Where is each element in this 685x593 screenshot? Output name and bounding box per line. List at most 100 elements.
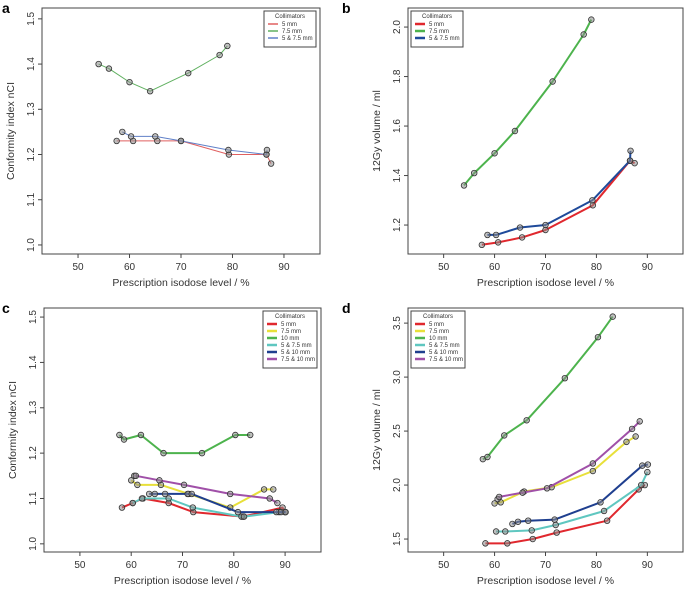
series-5-7-5-mm: [484, 147, 634, 239]
data-point: [160, 449, 167, 457]
data-point: [234, 508, 242, 516]
panel-letter: a: [2, 0, 10, 16]
panel-letter: c: [2, 300, 10, 316]
x-tick-label: 50: [72, 262, 84, 273]
series-5-mm: [478, 157, 638, 249]
data-point: [484, 231, 491, 239]
data-point: [552, 521, 559, 529]
y-tick-label: 1.4: [28, 355, 39, 369]
data-point: [260, 486, 268, 493]
data-point: [129, 499, 136, 507]
x-tick-label: 70: [540, 560, 552, 571]
series-7-5-mm: [460, 16, 595, 189]
data-point: [263, 146, 271, 154]
panel-a: a 50 60 70 80 90 1.0 1.1 1.2 1.3 1.4 1.5 Prescriptio…: [2, 0, 321, 289]
data-point: [589, 197, 596, 204]
data-point: [627, 147, 634, 154]
y-tick-label: 2.5: [392, 424, 403, 438]
data-point: [482, 540, 489, 547]
legend-label: 5 & 7.5 mm: [429, 343, 460, 349]
series-5-mm: [482, 481, 649, 547]
data-point: [240, 513, 248, 520]
data-point: [460, 182, 468, 189]
x-tick-label: 80: [228, 560, 240, 571]
data-point: [518, 234, 526, 241]
panel-b: b 50 60 70 80 90 1.2 1.4 1.6 1.8 2.0 Prescription i…: [342, 0, 684, 289]
data-point: [282, 508, 289, 516]
data-point: [232, 431, 239, 439]
legend-label: 5 & 7.5 mm: [281, 343, 312, 349]
data-point: [491, 150, 498, 157]
legend-label: 7.5 & 10 mm: [281, 357, 315, 363]
series-line: [463, 19, 593, 187]
legend-label: 5 mm: [429, 322, 444, 328]
data-point: [274, 499, 281, 507]
data-point: [561, 374, 569, 382]
legend-label: 5 & 7.5 mm: [282, 36, 313, 42]
y-tick-label: 1.4: [26, 57, 37, 71]
series-line: [98, 45, 228, 92]
panel-letter: b: [342, 0, 351, 16]
data-point: [492, 231, 500, 239]
series-5-7-5-mm: [129, 495, 289, 520]
legend-label: 5 mm: [281, 322, 296, 328]
x-tick-label: 90: [278, 262, 290, 273]
y-tick-label: 1.1: [28, 491, 39, 505]
data-point: [156, 477, 163, 484]
data-point: [580, 31, 587, 38]
legend-label: 5 & 10 mm: [281, 350, 310, 356]
data-point: [188, 490, 195, 498]
x-tick-label: 70: [175, 262, 187, 273]
data-point: [247, 431, 254, 439]
data-point: [146, 88, 154, 95]
data-point: [623, 438, 630, 446]
data-point: [216, 51, 223, 59]
data-point: [161, 490, 169, 498]
data-point: [609, 313, 616, 320]
x-tick-label: 60: [124, 262, 136, 273]
legend-label: 5 mm: [282, 22, 297, 28]
data-point: [185, 69, 192, 77]
x-axis-label: Prescription isodose level / %: [477, 575, 614, 587]
data-point: [113, 137, 120, 145]
y-tick-label: 1.0: [26, 238, 37, 252]
data-point: [267, 160, 275, 167]
y-tick-label: 3.0: [392, 370, 403, 384]
data-point: [227, 490, 234, 498]
x-tick-label: 60: [489, 262, 501, 273]
x-axis-label: Prescription isodose level / %: [112, 277, 249, 289]
series-5-7-5-mm: [119, 128, 271, 158]
data-point: [132, 472, 140, 480]
legend-title: Collimators: [275, 14, 305, 20]
data-point: [644, 468, 651, 476]
data-point: [128, 477, 135, 484]
legend-label: 7.5 mm: [281, 329, 301, 335]
series-7-5-10-mm: [494, 418, 643, 503]
x-tick-label: 50: [74, 560, 86, 571]
data-point: [484, 453, 491, 461]
data-point: [519, 489, 526, 496]
data-point: [603, 517, 611, 524]
data-point: [266, 495, 273, 502]
data-point: [116, 431, 123, 439]
data-point: [588, 16, 595, 23]
data-point: [491, 500, 498, 507]
data-point: [119, 128, 126, 136]
panel-c: c 50 60 70 80 90 1.0 1.1 1.2 1.3 1.4 1.5 Prescriptio…: [2, 300, 322, 587]
data-point: [644, 461, 652, 468]
data-point: [105, 65, 113, 72]
y-tick-label: 3.5: [392, 316, 403, 330]
data-point: [165, 495, 172, 502]
legend-label: 7.5 & 10 mm: [429, 357, 463, 363]
x-tick-label: 80: [227, 262, 239, 273]
y-tick-label: 2.0: [392, 478, 403, 492]
series-5-10-mm: [509, 461, 652, 528]
data-point: [137, 431, 145, 439]
series-7-5-mm: [95, 42, 231, 95]
data-point: [127, 133, 135, 140]
panel-letter: d: [342, 300, 351, 316]
data-point: [551, 516, 558, 523]
y-tick-label: 1.5: [28, 310, 39, 324]
legend-label: 7.5 mm: [282, 29, 302, 35]
